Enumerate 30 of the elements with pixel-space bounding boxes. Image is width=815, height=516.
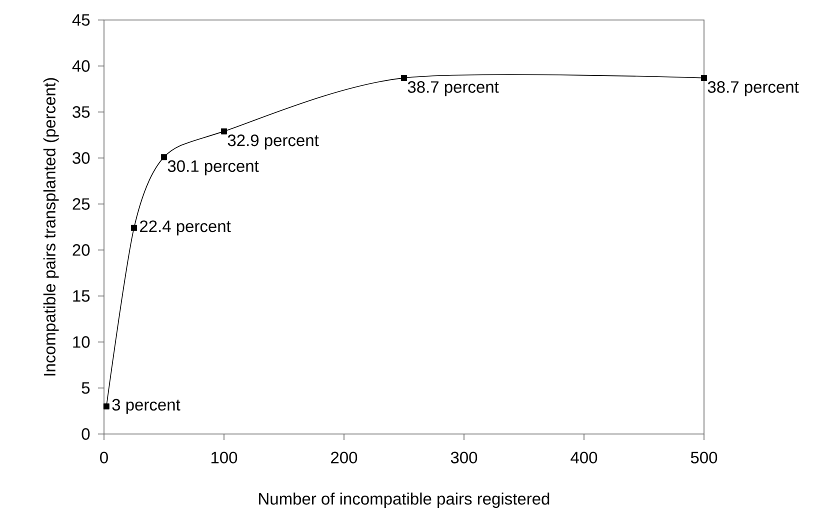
point: [401, 74, 407, 81]
x-tick-label: 300: [450, 452, 478, 464]
point: [701, 74, 708, 81]
text: 22.4 percent: [140, 220, 231, 236]
point: [161, 154, 167, 160]
y-tick-label: 5: [82, 382, 90, 394]
x-tick-label: 500: [690, 452, 718, 464]
y-tick-label: 35: [72, 106, 90, 118]
y-tick-label: 40: [72, 60, 90, 72]
x-axis-title: Number of incompatible pairs registered: [259, 492, 550, 508]
text: 3 percent: [112, 398, 180, 414]
text: 38.7 percent: [408, 81, 499, 96]
y-tick-label: 10: [73, 336, 90, 348]
y-axis-title: Incompatible pairs transplanted (percent): [43, 78, 59, 376]
y-tick-label: 15: [73, 290, 90, 302]
text: 30.1 percent: [168, 160, 259, 176]
y-tick-label: 30: [72, 152, 90, 164]
y-tick-label: 0: [82, 428, 90, 440]
y-tick-label: 45: [72, 14, 90, 26]
x-tick-label: 100: [211, 452, 238, 464]
x-tick-label: 400: [570, 452, 598, 464]
point: [221, 128, 227, 134]
text: 32.9 percent: [228, 134, 319, 150]
point: [131, 224, 137, 231]
y-tick-label: 25: [72, 198, 90, 210]
point: [103, 403, 110, 410]
y-tick-label: 20: [72, 244, 90, 256]
x-tick-label: 0: [100, 452, 108, 464]
text: 38.7 percent: [708, 81, 799, 96]
x-tick-label: 200: [331, 452, 358, 464]
